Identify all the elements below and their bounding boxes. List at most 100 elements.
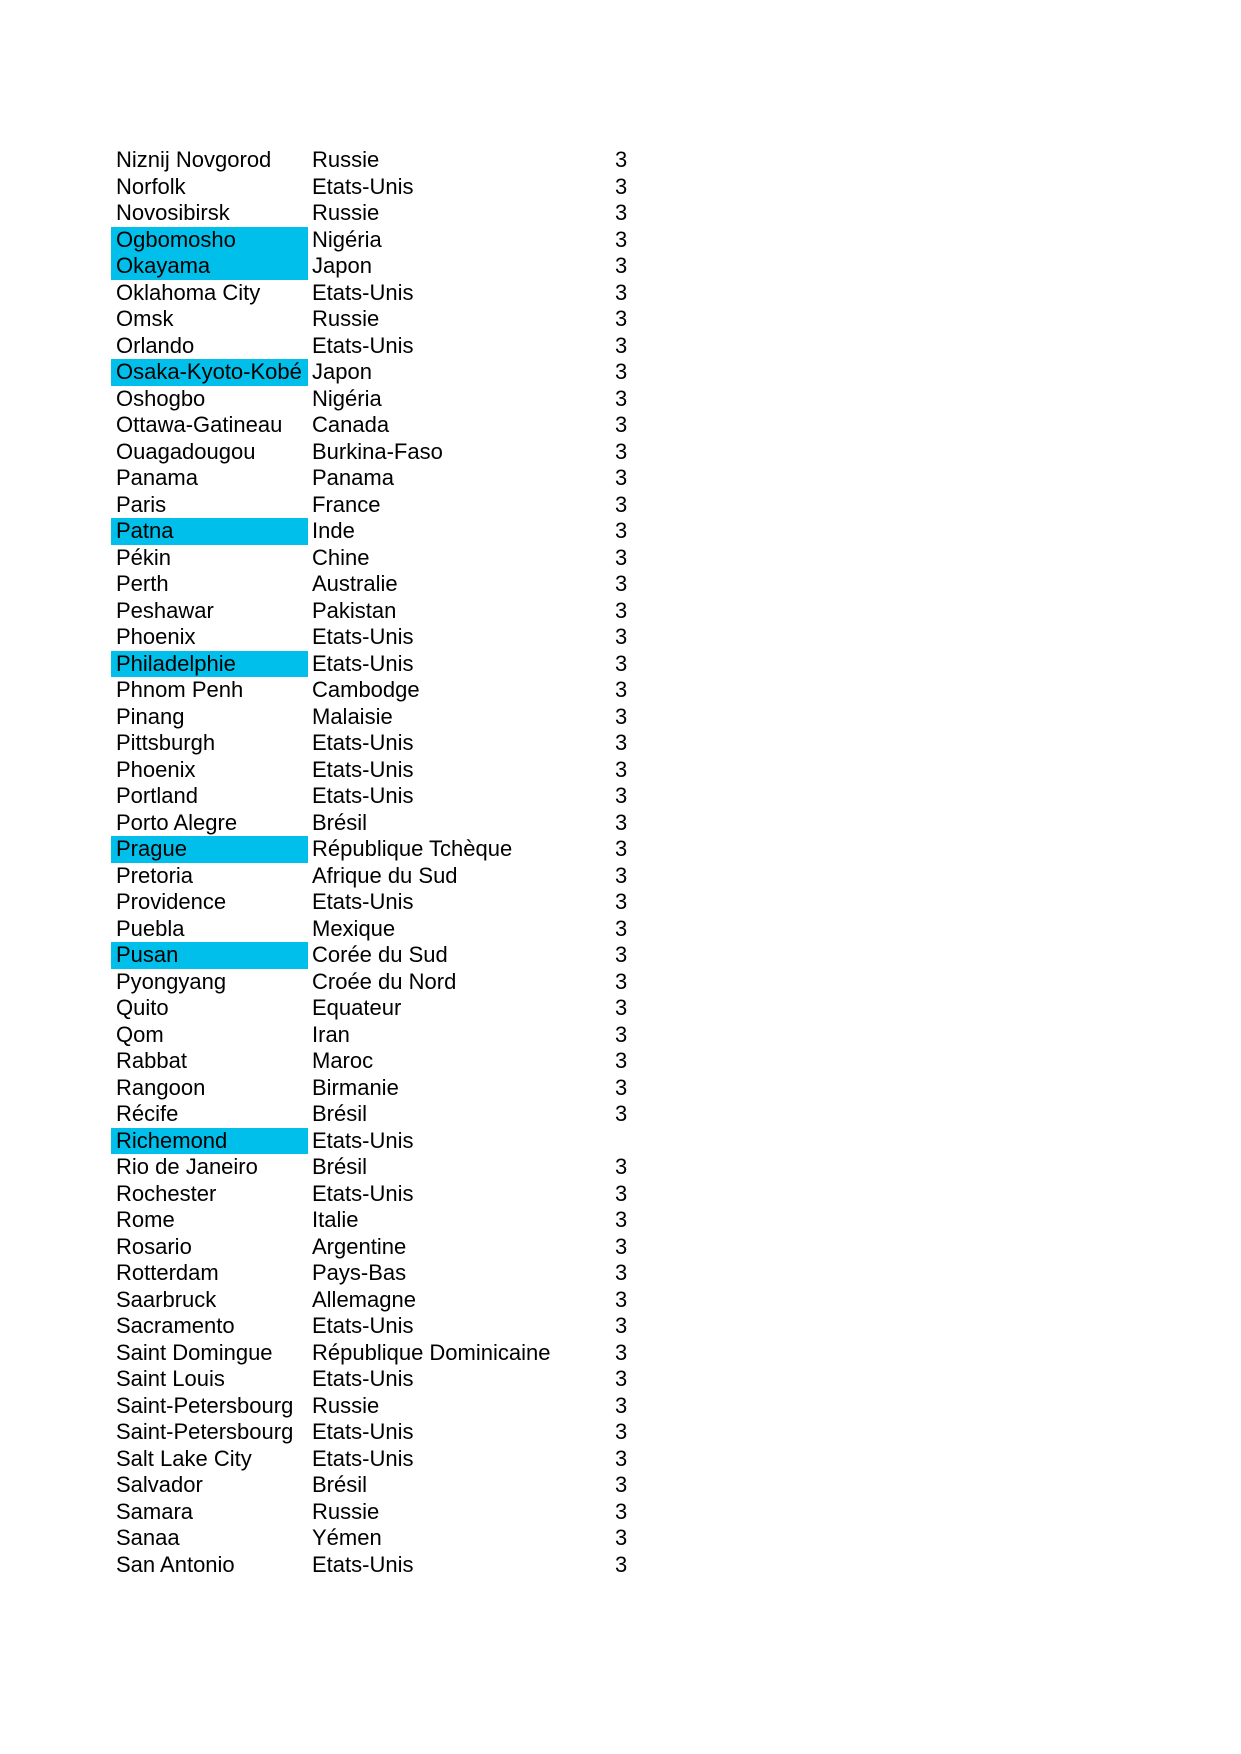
country-cell: Malaisie (312, 703, 393, 729)
table-row: Novosibirsk Russie 3 (111, 200, 811, 227)
city-cell: Panama (116, 465, 198, 490)
value-cell: 3 (615, 1551, 628, 1577)
city-cell: Philadelphie (111, 650, 308, 677)
table-row: Osaka-Kyoto-Kobé Japon 3 (111, 359, 811, 386)
city-cell: Saint Domingue (116, 1339, 273, 1365)
city-cell: Phnom Penh (116, 677, 244, 702)
country-cell: Russie (312, 147, 380, 172)
value-cell: 3 (615, 703, 628, 729)
value-cell: 3 (615, 809, 628, 835)
value-cell: 3 (615, 1233, 628, 1259)
country-cell: Panama (312, 465, 394, 490)
country-cell: Russie (312, 1498, 380, 1524)
value-cell: 3 (615, 465, 628, 490)
city-cell: Quito (116, 995, 169, 1020)
table-row: Ouagadougou Burkina-Faso 3 (111, 439, 811, 466)
country-cell: Etats-Unis (312, 1313, 414, 1338)
country-cell: République Tchèque (312, 836, 513, 861)
country-cell: Etats-Unis (312, 1366, 414, 1391)
country-cell: Etats-Unis (312, 650, 414, 676)
value-cell: 3 (615, 1525, 628, 1550)
city-cell: Norfolk (116, 173, 186, 199)
country-cell: Mexique (312, 915, 396, 941)
table-row: Pinang Malaisie 3 (111, 704, 811, 731)
value-cell: 3 (615, 1445, 628, 1471)
value-cell: 3 (615, 226, 628, 252)
value-cell: 3 (615, 1392, 628, 1418)
value-cell: 3 (615, 253, 628, 278)
country-cell: République Dominicaine (312, 1339, 551, 1365)
value-cell: 3 (615, 200, 628, 225)
table-row: Pyongyang Croée du Nord 3 (111, 969, 811, 996)
value-cell: 3 (615, 1498, 628, 1524)
value-cell: 3 (615, 915, 628, 941)
city-cell: Pretoria (116, 862, 194, 888)
table-row: Rome Italie 3 (111, 1207, 811, 1234)
value-cell: 3 (615, 677, 628, 702)
city-cell: Puebla (116, 915, 185, 941)
table-row: Saint Louis Etats-Unis 3 (111, 1366, 811, 1393)
country-cell: Allemagne (312, 1286, 416, 1312)
country-cell: Brésil (312, 1101, 368, 1126)
city-cell: Pusan (111, 942, 308, 969)
city-cell: Niznij Novgorod (116, 147, 272, 172)
value-cell: 3 (615, 730, 628, 755)
table-row: Phoenix Etats-Unis 3 (111, 757, 811, 784)
value-cell: 3 (615, 889, 628, 914)
country-cell: Russie (312, 306, 380, 331)
table-row: Rochester Etats-Unis 3 (111, 1181, 811, 1208)
table-row: Pusan Corée du Sud 3 (111, 942, 811, 969)
value-cell: 3 (615, 1366, 628, 1391)
city-cell: Peshawar (116, 597, 214, 623)
table-row: Saarbruck Allemagne 3 (111, 1287, 811, 1314)
value-cell: 3 (615, 306, 628, 331)
table-row: Rotterdam Pays-Bas 3 (111, 1260, 811, 1287)
country-cell: France (312, 491, 381, 517)
value-cell: 3 (615, 995, 628, 1020)
table-row: Oklahoma City Etats-Unis 3 (111, 280, 811, 307)
city-cell: Rotterdam (116, 1260, 219, 1285)
country-cell: Etats-Unis (312, 624, 414, 649)
table-row: Niznij Novgorod Russie 3 (111, 147, 811, 174)
value-cell: 3 (615, 385, 628, 411)
city-cell: Samara (116, 1498, 194, 1524)
country-cell: Maroc (312, 1048, 374, 1073)
table-row: Sanaa Yémen 3 (111, 1525, 811, 1552)
country-cell: Japon (312, 359, 372, 384)
country-cell: Etats-Unis (312, 756, 414, 782)
table-row: Richemond Etats-Unis (111, 1127, 811, 1154)
table-row: Quito Equateur 3 (111, 995, 811, 1022)
city-cell: Okayama (111, 253, 308, 280)
city-cell: Phoenix (116, 756, 196, 782)
city-cell: Pékin (116, 544, 172, 570)
country-cell: Etats-Unis (312, 173, 414, 199)
country-cell: Nigéria (312, 226, 382, 252)
country-cell: Nigéria (312, 385, 382, 411)
value-cell: 3 (615, 1207, 628, 1232)
table-row: Omsk Russie 3 (111, 306, 811, 333)
value-cell: 3 (615, 571, 628, 596)
value-cell: 3 (615, 518, 628, 543)
city-cell: Oklahoma City (116, 279, 261, 305)
city-cell: Ouagadougou (116, 438, 256, 464)
city-cell: Prague (111, 836, 308, 863)
value-cell: 3 (615, 359, 628, 384)
city-cell: Qom (116, 1021, 164, 1047)
table-row: Sacramento Etats-Unis 3 (111, 1313, 811, 1340)
country-cell: Brésil (312, 1154, 368, 1179)
country-cell: Australie (312, 571, 398, 596)
country-cell: Afrique du Sud (312, 862, 458, 888)
value-cell: 3 (615, 147, 628, 172)
table-row: Ottawa-Gatineau Canada 3 (111, 412, 811, 439)
value-cell: 3 (615, 1021, 628, 1047)
country-cell: Equateur (312, 995, 402, 1020)
value-cell: 3 (615, 1154, 628, 1179)
city-cell: Rosario (116, 1233, 192, 1259)
table-row: Saint-Petersbourg Etats-Unis 3 (111, 1419, 811, 1446)
table-row: Patna Inde 3 (111, 518, 811, 545)
country-cell: Yémen (312, 1525, 382, 1550)
table-row: Samara Russie 3 (111, 1499, 811, 1526)
table-row: Rangoon Birmanie 3 (111, 1075, 811, 1102)
city-cell: Phoenix (116, 624, 196, 649)
value-cell: 3 (615, 862, 628, 888)
